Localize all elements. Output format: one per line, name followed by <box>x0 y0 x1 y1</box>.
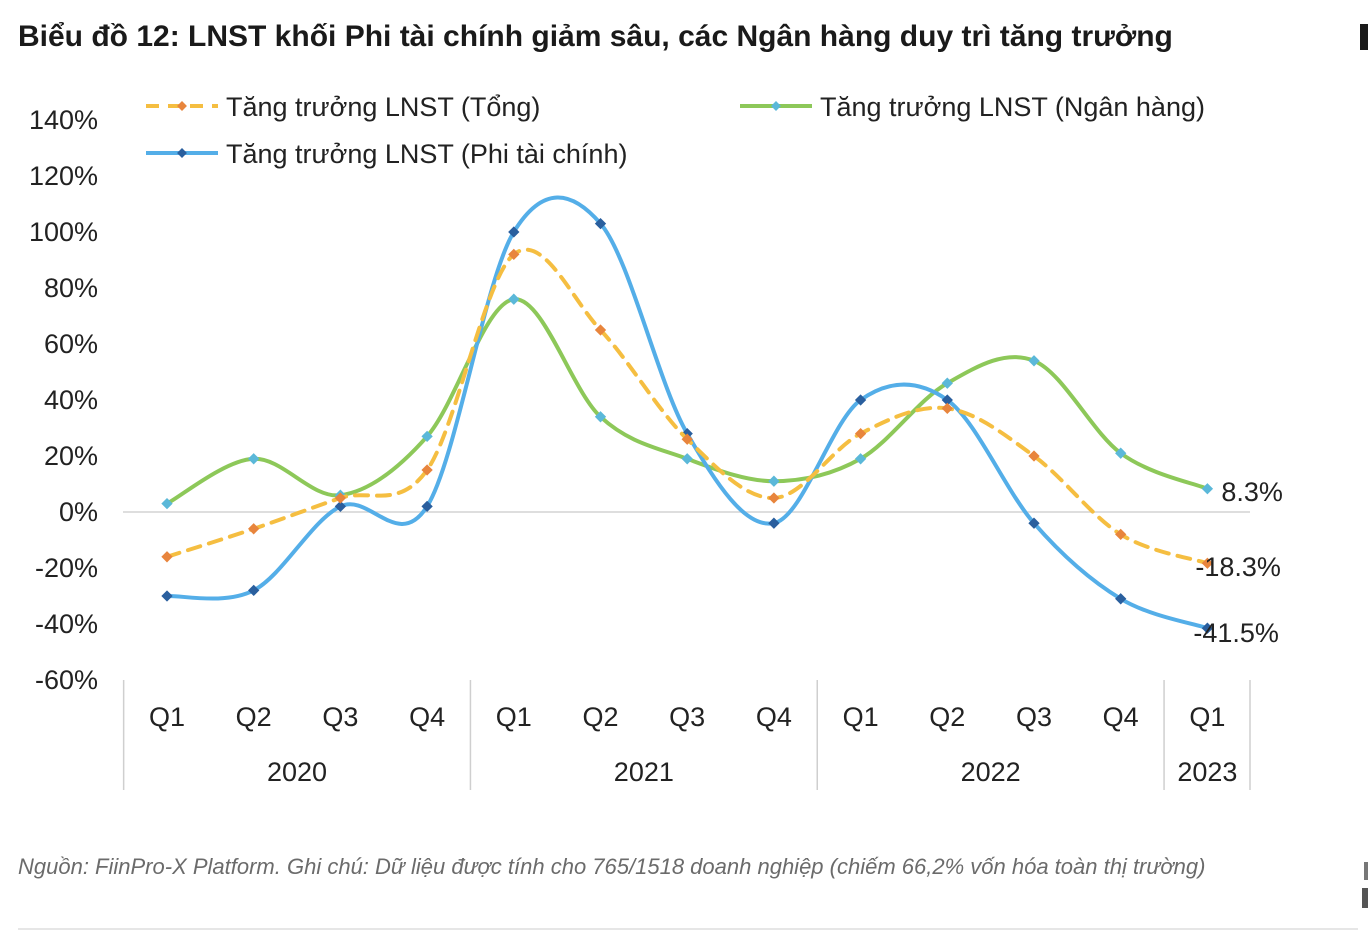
y-tick-label: -60% <box>35 665 98 695</box>
chart-title: Biểu đồ 12: LNST khối Phi tài chính giảm… <box>18 20 1173 53</box>
edge-fragment <box>1364 862 1368 880</box>
data-point <box>1028 517 1040 529</box>
series-2 <box>161 195 1214 634</box>
data-point <box>508 226 520 238</box>
legend-label: Tăng trưởng LNST (Ngân hàng) <box>820 92 1205 122</box>
legend: Tăng trưởng LNST (Tổng) Tăng trưởng LNST … <box>146 92 1205 169</box>
data-point <box>941 377 953 389</box>
data-point <box>161 497 173 510</box>
year-label: 2023 <box>1177 757 1237 787</box>
data-point <box>854 394 867 406</box>
year-label: 2020 <box>267 757 327 787</box>
data-point <box>1115 528 1127 541</box>
data-point <box>508 248 520 261</box>
x-tick-label: Q1 <box>149 702 185 732</box>
legend-label: Tăng trưởng LNST (Phi tài chính) <box>226 139 627 169</box>
data-point <box>1201 622 1214 634</box>
y-tick-label: 20% <box>44 441 98 471</box>
data-label: 8.3% <box>1221 477 1283 507</box>
data-point <box>508 293 520 305</box>
legend-marker <box>177 101 187 111</box>
data-point <box>248 453 260 465</box>
data-point <box>334 500 347 513</box>
data-point <box>681 433 693 445</box>
data-point <box>854 427 867 440</box>
y-axis: -60% -40% -20% 0% 20% 40% 60% 80% 100% 120% 140% <box>29 105 98 695</box>
data-point <box>1028 450 1040 462</box>
data-point <box>248 523 260 535</box>
legend-item: Tăng trưởng LNST (Phi tài chính) <box>146 139 627 169</box>
x-tick-label: Q1 <box>496 702 532 732</box>
divider <box>18 928 1358 930</box>
source-note: Nguồn: FiinPro-X Platform. Ghi chú: Dữ l… <box>18 854 1206 879</box>
x-tick-label: Q2 <box>236 702 272 732</box>
series-0 <box>161 247 1214 569</box>
data-point <box>1028 355 1040 367</box>
x-tick-label: Q4 <box>409 702 445 732</box>
y-tick-label: -20% <box>35 553 98 583</box>
legend-marker <box>771 101 781 111</box>
legend-label: Tăng trưởng LNST (Tổng) <box>226 92 540 122</box>
y-tick-label: 80% <box>44 273 98 303</box>
data-point <box>1115 593 1127 605</box>
x-tick-label: Q4 <box>756 702 792 732</box>
edge-fragment <box>1360 24 1368 50</box>
data-point <box>161 590 173 602</box>
data-point <box>681 453 693 465</box>
y-tick-label: 120% <box>29 161 98 191</box>
x-tick-label: Q3 <box>669 702 705 732</box>
series-group <box>161 195 1214 634</box>
x-tick-label: Q3 <box>322 702 358 732</box>
year-label: 2021 <box>614 757 674 787</box>
year-label: 2022 <box>961 757 1021 787</box>
data-point <box>941 402 953 415</box>
y-tick-label: 60% <box>44 329 98 359</box>
series-line <box>165 195 1210 631</box>
data-point <box>1115 447 1127 459</box>
data-point <box>248 584 260 597</box>
data-point <box>594 324 607 336</box>
data-point <box>768 517 780 529</box>
edge-fragment <box>1362 888 1368 908</box>
data-point <box>854 453 867 465</box>
data-label: -41.5% <box>1193 618 1279 648</box>
data-point <box>421 430 433 443</box>
line-chart: Tăng trưởng LNST (Tổng) Tăng trưởng LNST … <box>29 92 1283 790</box>
data-point <box>768 475 780 487</box>
end-labels: 8.3% -41.5% -18.3% <box>1193 477 1283 648</box>
y-tick-label: -40% <box>35 609 98 639</box>
legend-item: Tăng trưởng LNST (Tổng) <box>146 92 540 122</box>
data-point <box>334 492 347 504</box>
x-tick-label: Q1 <box>1189 702 1225 732</box>
data-point <box>1201 483 1214 495</box>
x-tick-label: Q2 <box>582 702 618 732</box>
x-tick-label: Q1 <box>843 702 879 732</box>
data-point <box>768 492 780 504</box>
x-tick-label: Q2 <box>929 702 965 732</box>
y-tick-label: 0% <box>59 497 98 527</box>
data-point <box>941 394 953 406</box>
x-tick-label: Q3 <box>1016 702 1052 732</box>
data-point <box>1201 557 1214 569</box>
data-point <box>161 551 173 563</box>
y-tick-label: 140% <box>29 105 98 135</box>
series-line <box>165 247 1210 566</box>
data-point <box>421 464 433 476</box>
legend-marker <box>177 148 187 158</box>
x-axis: Q1 Q2 Q3 Q4 Q1 Q2 Q3 Q4 Q1 Q2 Q3 Q4 Q1 2020 2021 2022 20… <box>122 511 1251 790</box>
y-tick-label: 100% <box>29 217 98 247</box>
data-label: -18.3% <box>1195 552 1281 582</box>
data-point <box>594 411 607 423</box>
data-point <box>594 217 607 230</box>
data-point <box>421 500 433 513</box>
x-tick-label: Q4 <box>1103 702 1139 732</box>
y-tick-label: 40% <box>44 385 98 415</box>
legend-item: Tăng trưởng LNST (Ngân hàng) <box>740 92 1205 122</box>
